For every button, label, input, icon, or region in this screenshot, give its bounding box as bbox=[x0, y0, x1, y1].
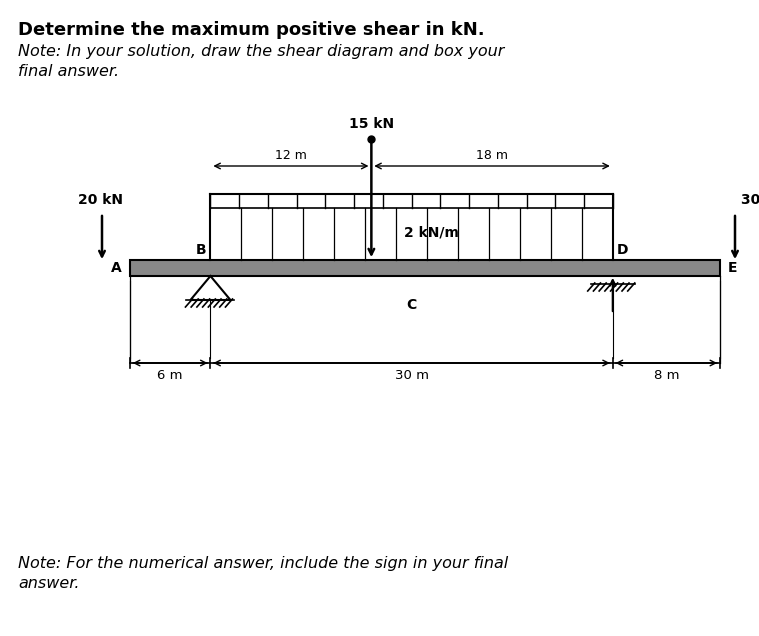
Text: 20 kN: 20 kN bbox=[77, 193, 122, 207]
Text: A: A bbox=[112, 261, 122, 275]
Text: 2 kN/m: 2 kN/m bbox=[404, 225, 459, 239]
Polygon shape bbox=[191, 276, 231, 300]
Text: 30 m: 30 m bbox=[395, 369, 429, 382]
Text: 15 kN: 15 kN bbox=[349, 117, 394, 131]
Text: answer.: answer. bbox=[18, 576, 80, 591]
Text: Note: For the numerical answer, include the sign in your final: Note: For the numerical answer, include … bbox=[18, 556, 509, 571]
Text: B: B bbox=[196, 243, 206, 257]
Text: final answer.: final answer. bbox=[18, 64, 119, 79]
Text: 6 m: 6 m bbox=[157, 369, 183, 382]
Text: D: D bbox=[617, 243, 628, 257]
Bar bbox=[130, 260, 720, 276]
Bar bbox=[210, 208, 613, 260]
Text: 12 m: 12 m bbox=[275, 149, 307, 162]
Text: Note: In your solution, draw the shear diagram and box your: Note: In your solution, draw the shear d… bbox=[18, 44, 505, 59]
Text: C: C bbox=[407, 298, 417, 312]
Text: 30 kN: 30 kN bbox=[741, 193, 759, 207]
Text: Determine the maximum positive shear in kN.: Determine the maximum positive shear in … bbox=[18, 21, 485, 39]
Text: 8 m: 8 m bbox=[653, 369, 679, 382]
Text: 18 m: 18 m bbox=[476, 149, 508, 162]
Text: E: E bbox=[728, 261, 738, 275]
